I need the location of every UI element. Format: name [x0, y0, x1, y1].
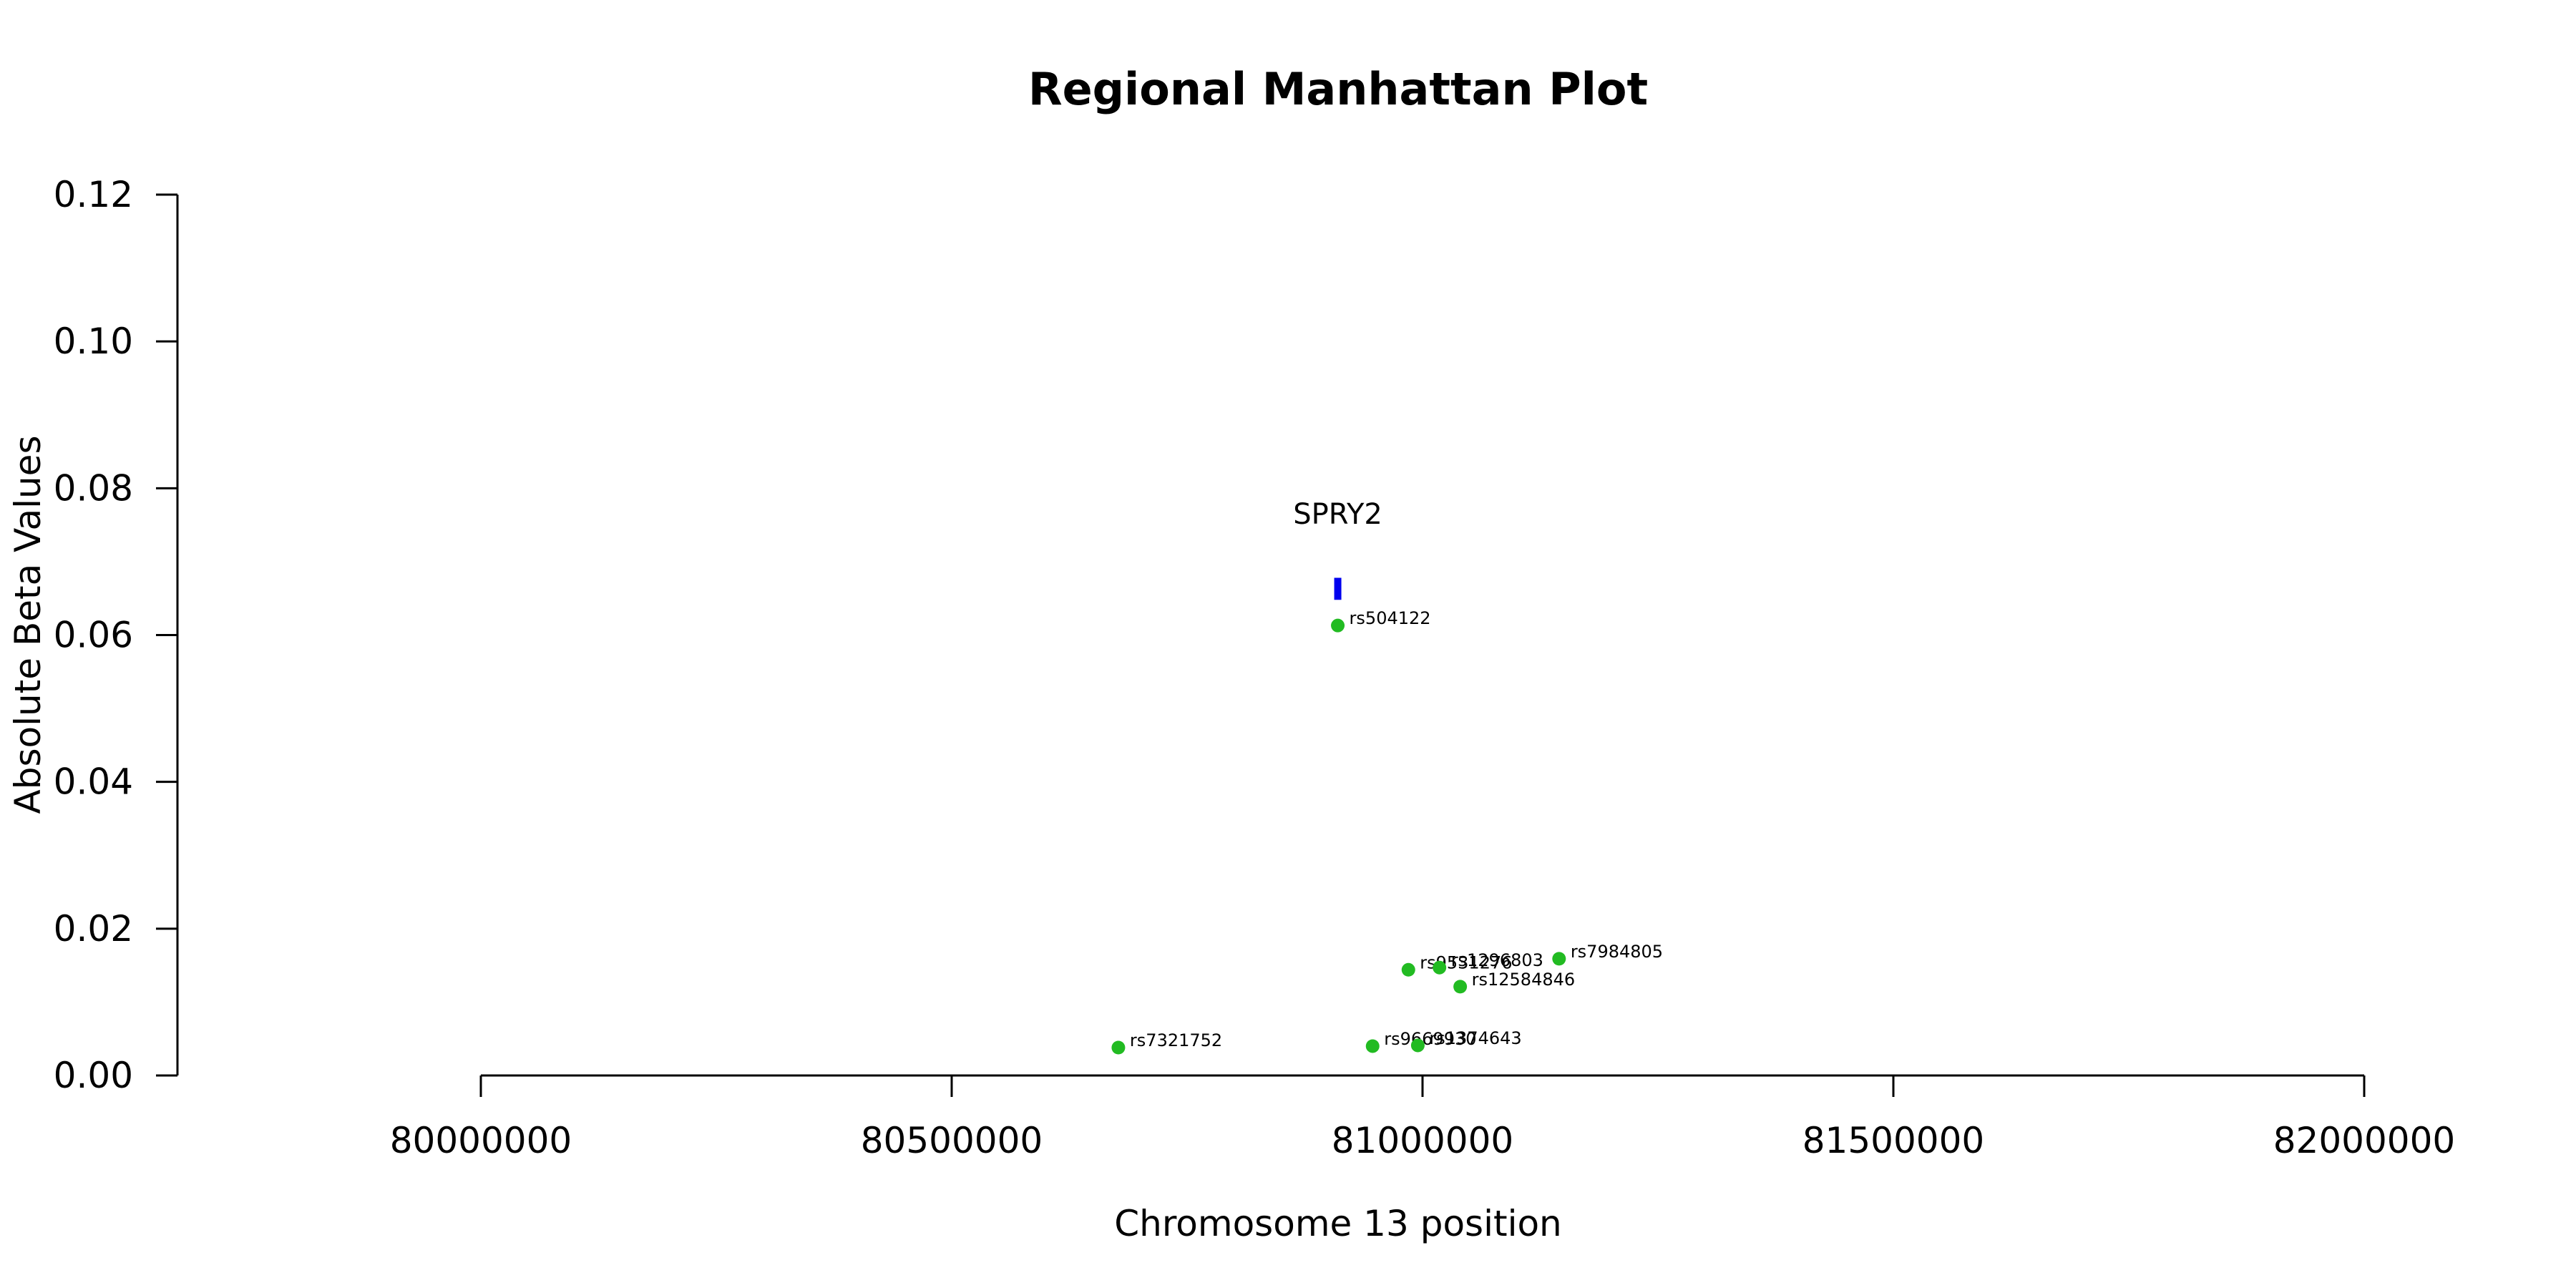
snp-label: rs9669930	[1384, 1029, 1476, 1049]
y-axis-label: Absolute Beta Values	[7, 436, 49, 814]
gene-label: SPRY2	[1293, 498, 1382, 531]
y-axis: 0.00 0.02 0.04 0.06 0.08 0.10 0.12	[54, 174, 179, 1096]
snp-label: rs7321752	[1130, 1030, 1222, 1050]
snp-label: rs1296803	[1451, 950, 1543, 970]
snp-label: rs1374643	[1429, 1028, 1521, 1048]
x-tick-label: 80000000	[390, 1120, 572, 1161]
x-tick-label: 80500000	[861, 1120, 1043, 1161]
genes-layer: SPRY2	[1293, 498, 1382, 600]
snp-point	[1453, 980, 1468, 994]
gene-bar	[1334, 577, 1342, 600]
snp-point	[1111, 1040, 1126, 1055]
x-tick-label: 81500000	[1802, 1120, 1985, 1161]
snp-point	[1410, 1038, 1425, 1053]
snp-point	[1552, 952, 1566, 966]
y-tick-label: 0.08	[54, 467, 133, 509]
snp-point	[1331, 618, 1345, 633]
x-tick-label: 82000000	[2273, 1120, 2456, 1161]
y-tick-label: 0.04	[54, 761, 133, 803]
y-tick-label: 0.02	[54, 908, 133, 950]
y-tick-label: 0.10	[54, 321, 133, 362]
y-tick-label: 0.06	[54, 615, 133, 656]
snp-point	[1365, 1039, 1380, 1053]
x-axis: 80000000 80500000 81000000 81500000 82000000	[390, 1074, 2456, 1161]
snp-label: rs12584846	[1472, 970, 1576, 990]
x-axis-label: Chromosome 13 position	[1114, 1203, 1562, 1244]
x-tick-label: 81000000	[1332, 1120, 1514, 1161]
chart-title: Regional Manhattan Plot	[1028, 63, 1648, 115]
snp-label: rs7984805	[1571, 942, 1663, 962]
snp-label: rs504122	[1350, 608, 1431, 628]
y-tick-label: 0.00	[54, 1055, 133, 1096]
snp-point	[1401, 962, 1415, 977]
y-tick-label: 0.12	[54, 174, 133, 215]
snp-point	[1433, 960, 1447, 975]
